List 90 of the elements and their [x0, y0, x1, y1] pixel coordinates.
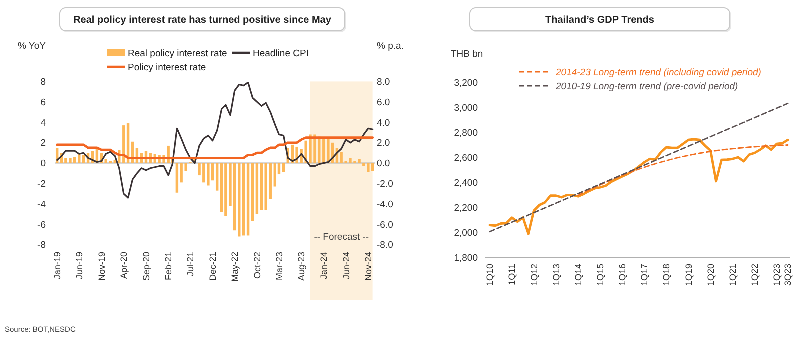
- x-tick-label: May-22: [230, 252, 240, 282]
- x-tick-label: Jul-21: [186, 252, 196, 277]
- x-tick-label: 1Q15: [596, 264, 606, 286]
- x-tick-label: 1Q11: [507, 264, 518, 286]
- bar: [82, 155, 86, 164]
- x-tick-label: Mar-23: [274, 252, 284, 281]
- bar: [176, 163, 179, 193]
- y-axis-title: THB bn: [451, 49, 484, 60]
- y-tick-label: 8: [40, 77, 46, 88]
- bar: [269, 163, 272, 199]
- chart-title: Real policy interest rate has turned positive since May: [74, 15, 332, 26]
- y-tick-label: -4: [38, 199, 46, 210]
- y2-tick-label: 2.0: [377, 138, 390, 150]
- x-tick-label: 1Q12: [529, 264, 540, 286]
- x-tick-label: 3Q23: [783, 264, 794, 286]
- bar: [73, 157, 76, 164]
- legend-label: 2014-23 Long-term trend (including covid period): [555, 67, 762, 78]
- x-tick-label: 1Q14: [573, 264, 584, 286]
- x-tick-label: Jan-24: [319, 252, 330, 280]
- x-tick-label: 1Q13: [551, 264, 562, 286]
- x-tick-label: Jun-24: [341, 252, 352, 280]
- y2-tick-label: 0.0: [377, 158, 390, 170]
- x-tick-label: Aug-23: [296, 252, 307, 282]
- x-tick-label: 1Q23: [772, 264, 782, 286]
- bar: [371, 163, 374, 172]
- y2-tick-label: 4.0: [377, 118, 390, 129]
- bar: [256, 163, 259, 214]
- x-tick-label: 1Q21: [728, 264, 738, 286]
- bar: [122, 126, 126, 164]
- line-series: [488, 138, 790, 236]
- line-series: [56, 82, 374, 199]
- y-tick-label: 2,600: [454, 152, 478, 164]
- bar: [242, 163, 246, 236]
- y-tick-label: 2,400: [454, 178, 478, 189]
- y2-axis-title: % p.a.: [377, 41, 404, 52]
- y2-tick-label: -6.0: [377, 220, 394, 231]
- line-series: [489, 102, 789, 233]
- x-tick-label: Nov-24: [364, 252, 374, 282]
- x-tick-label: Feb-21: [164, 252, 174, 281]
- line-series: [578, 144, 789, 196]
- x-tick-label: Jun-19: [74, 252, 85, 280]
- bar: [282, 163, 286, 172]
- bar: [260, 163, 264, 210]
- band-label: -- Forecast --: [314, 232, 370, 243]
- y2-tick-label: -8.0: [377, 240, 394, 252]
- x-tick-label: 1Q17: [640, 264, 650, 286]
- y-tick-label: 2,200: [454, 202, 478, 214]
- legend-label: Headline CPI: [253, 48, 309, 60]
- x-tick-label: Nov-19: [96, 252, 107, 282]
- x-tick-label: Dec-21: [208, 252, 218, 282]
- chart-title: Thailand’s GDP Trends: [546, 15, 655, 26]
- y2-tick-label: 6.0: [377, 97, 390, 108]
- bar: [238, 163, 241, 237]
- y-tick-label: -6: [38, 220, 46, 231]
- y-tick-label: 2,000: [454, 228, 478, 239]
- legend-label: 2010-19 Long-term trend (pre-covid period): [555, 81, 738, 92]
- bar: [251, 163, 254, 222]
- x-tick-label: 1Q16: [618, 264, 628, 286]
- y-tick-label: -2: [38, 179, 46, 190]
- bar: [220, 163, 224, 212]
- x-tick-label: Jan-19: [52, 252, 62, 280]
- y2-tick-label: -4.0: [377, 199, 394, 210]
- legend-label: Real policy interest rate: [128, 48, 228, 60]
- y-tick-label: 6: [40, 97, 46, 108]
- bar: [233, 163, 236, 231]
- y2-tick-label: -2.0: [377, 179, 394, 190]
- y-tick-label: 1,800: [454, 252, 478, 264]
- x-tick-label: 1Q19: [684, 264, 694, 286]
- line-series: [56, 136, 374, 160]
- x-tick-label: Sep-20: [141, 252, 152, 282]
- bar: [264, 163, 268, 210]
- x-tick-label: 1Q22: [750, 264, 760, 286]
- x-tick-label: Apr-20: [119, 252, 130, 280]
- bar: [246, 163, 250, 236]
- y2-tick-label: 8.0: [377, 77, 390, 88]
- x-tick-label: 1Q10: [485, 264, 496, 286]
- y-tick-label: 4: [40, 118, 46, 129]
- bar: [216, 163, 219, 191]
- x-tick-label: Oct-22: [252, 252, 262, 280]
- y-tick-label: 2,800: [454, 128, 478, 139]
- bar: [274, 163, 277, 187]
- legend-label: Policy interest rate: [128, 62, 206, 74]
- x-tick-label: 1Q20: [706, 264, 716, 286]
- y-tick-label: -8: [38, 240, 46, 252]
- y-tick-label: 2: [40, 138, 46, 150]
- y-tick-label: 3,000: [454, 102, 478, 114]
- y-tick-label: 0: [40, 158, 46, 170]
- y-axis-title: % YoY: [18, 41, 47, 52]
- x-tick-label: 1Q18: [662, 264, 672, 286]
- y-tick-label: 3,200: [454, 78, 478, 89]
